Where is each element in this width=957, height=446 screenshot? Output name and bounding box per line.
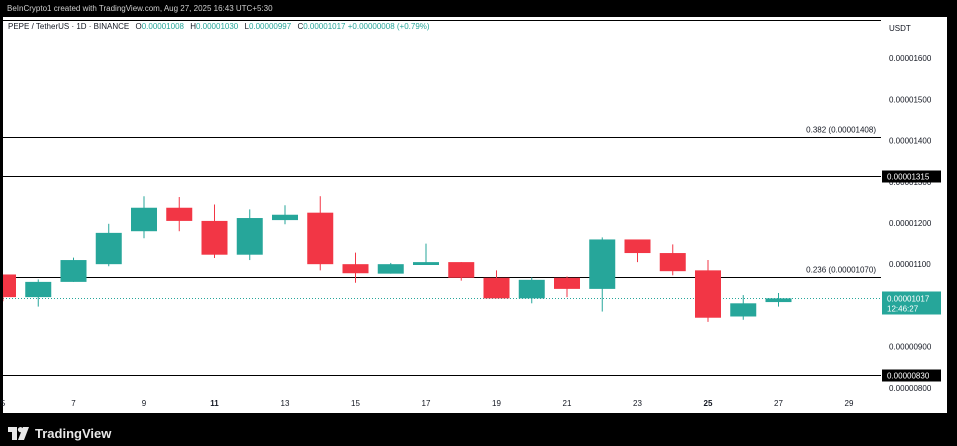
candle-body-up[interactable]: [25, 281, 52, 298]
y-axis-tick-label: 0.00000800: [889, 384, 932, 393]
chart-panel[interactable]: [3, 17, 947, 413]
candle-body-down[interactable]: [0, 274, 16, 298]
candle-body-up[interactable]: [95, 232, 122, 265]
candle-body-down[interactable]: [342, 264, 369, 274]
candle-body-down[interactable]: [307, 212, 334, 265]
candle-body-up[interactable]: [589, 239, 616, 289]
symbol-label[interactable]: PEPE / TetherUS · 1D · BINANCE: [8, 22, 130, 31]
price-tag-bg: [882, 369, 941, 382]
x-axis-tick-label: 27: [774, 399, 783, 408]
candle-body-up[interactable]: [413, 262, 439, 265]
x-axis-tick-label: 9: [142, 399, 147, 408]
candle-body-up[interactable]: [236, 218, 263, 255]
candle-body-down[interactable]: [201, 220, 228, 255]
x-axis-tick-label: 13: [281, 399, 290, 408]
price-tag-label: 0.00000830: [887, 372, 930, 381]
price-tag-bg: [882, 170, 941, 183]
candle-body-down[interactable]: [695, 270, 721, 318]
close-value: 0.00001017: [303, 22, 346, 31]
symbol-legend: PEPE / TetherUS · 1D · BINANCE O0.000010…: [8, 22, 430, 31]
x-axis-tick-label: 21: [563, 399, 572, 408]
candle-body-up[interactable]: [765, 298, 792, 303]
x-axis-tick-label: 5: [1, 399, 6, 408]
currency-label[interactable]: USDT: [889, 24, 911, 33]
last-price-label: 0.00001017: [887, 295, 930, 304]
y-axis-tick-label: 0.00001200: [889, 219, 932, 228]
fib-level-label: 0.382 (0.00001408): [806, 126, 876, 135]
x-axis-tick-label: 19: [492, 399, 501, 408]
tradingview-logo[interactable]: TradingView: [8, 426, 111, 441]
candle-body-up[interactable]: [272, 214, 298, 221]
y-axis-tick-label: 0.00001400: [889, 137, 932, 146]
candle-body-down[interactable]: [166, 207, 193, 221]
x-axis-tick-label: 17: [422, 399, 431, 408]
x-axis-tick-label: 23: [633, 399, 642, 408]
y-axis-tick-label: 0.00001600: [889, 54, 932, 63]
low-label: L: [244, 22, 249, 31]
candle-body-up[interactable]: [60, 260, 87, 282]
countdown-label: 12:46:27: [887, 305, 919, 314]
candle-body-down[interactable]: [659, 253, 686, 272]
candle-body-down[interactable]: [448, 262, 475, 278]
tradingview-logo-icon: [8, 427, 29, 440]
candle-body-up[interactable]: [730, 303, 757, 317]
price-tag-label: 0.00001315: [887, 173, 930, 182]
open-label: O: [135, 22, 142, 31]
candle-body-up[interactable]: [518, 279, 545, 299]
open-value: 0.00001008: [141, 22, 184, 31]
candle-body-up[interactable]: [131, 207, 157, 232]
candle-body-down[interactable]: [483, 277, 510, 299]
x-axis-tick-label: 11: [210, 399, 219, 408]
x-axis-tick-label: 25: [704, 399, 713, 408]
candle-body-down[interactable]: [624, 239, 651, 254]
candle-body-up[interactable]: [377, 264, 404, 274]
last-price-tag-bg: [882, 291, 941, 315]
x-axis-tick-label: 15: [351, 399, 360, 408]
y-axis-tick-label: 0.00001500: [889, 95, 932, 104]
y-axis-tick-label: 0.00001100: [889, 260, 931, 269]
low-value: 0.00000997: [248, 22, 292, 31]
high-label: H: [190, 22, 196, 31]
close-label: C: [297, 22, 304, 31]
candles-group: [0, 196, 792, 322]
x-axis-tick-label: 29: [845, 399, 854, 408]
tradingview-brand: TradingView: [35, 426, 112, 441]
change-value: +0.00000008 (+0.79%): [347, 22, 430, 31]
attribution-text: BeInCrypto1 created with TradingView.com…: [7, 4, 273, 13]
fib-level-label: 0.236 (0.00001070): [806, 266, 876, 275]
candle-body-down[interactable]: [554, 277, 580, 289]
y-axis-tick-label: 0.00000900: [889, 343, 932, 352]
high-value: 0.00001030: [195, 22, 239, 31]
footer-bar: [0, 413, 957, 446]
x-axis-tick-label: 7: [71, 399, 76, 408]
attribution-bar: BeInCrypto1 created with TradingView.com…: [0, 0, 957, 17]
